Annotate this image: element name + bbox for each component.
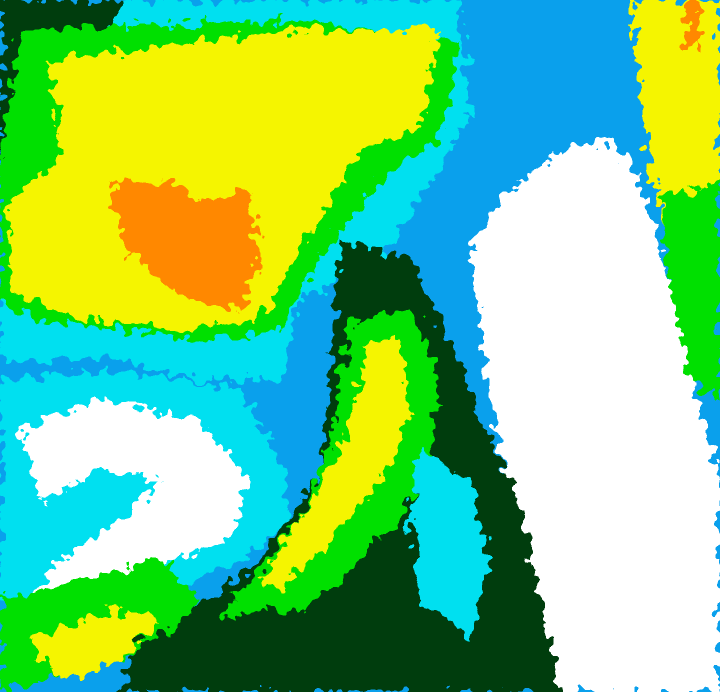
white-zone bbox=[470, 140, 720, 692]
yellow-swirl bbox=[30, 610, 160, 680]
cyan-patch bbox=[410, 450, 490, 640]
yellow-zone bbox=[10, 30, 440, 330]
dark-bottom bbox=[120, 610, 420, 692]
white-swirl bbox=[20, 400, 250, 610]
orange-zone bbox=[110, 180, 260, 310]
yellow-band bbox=[260, 340, 410, 590]
green-strip bbox=[660, 180, 720, 400]
orange-spot bbox=[686, 4, 700, 48]
